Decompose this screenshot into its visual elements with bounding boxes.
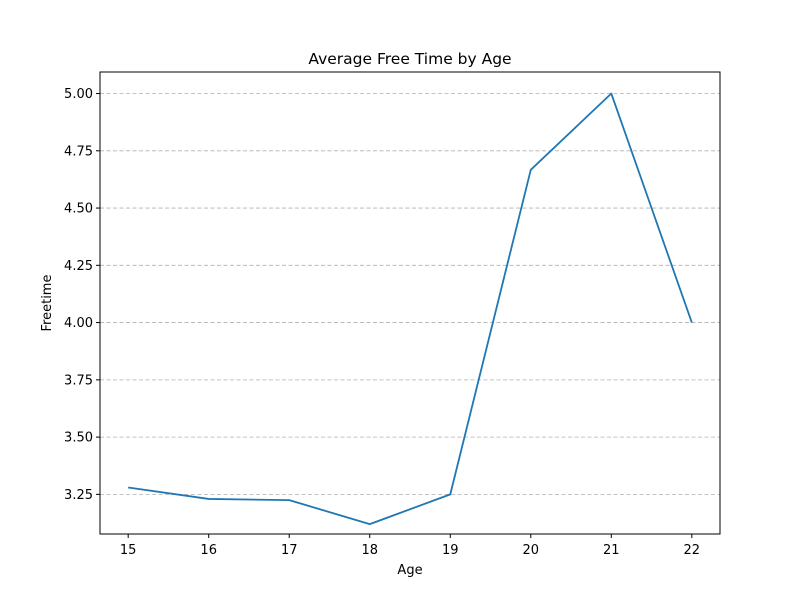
plot-area-frame	[99, 71, 721, 535]
x-tick-label: 21	[603, 543, 620, 558]
y-tick-label: 3.50	[64, 431, 93, 446]
x-tick-label: 20	[523, 543, 540, 558]
x-tick-label: 18	[361, 543, 378, 558]
x-tick-label: 22	[684, 543, 701, 558]
series-layer	[128, 92, 693, 526]
y-axis-label: Freetime	[40, 275, 55, 332]
grid-lines	[100, 93, 720, 495]
x-tick-label: 16	[200, 543, 217, 558]
y-tick-label: 3.25	[64, 488, 93, 503]
series-line	[128, 92, 693, 526]
y-tick-label: 4.50	[64, 202, 93, 217]
x-tick-label: 19	[442, 543, 459, 558]
y-tick-label: 4.00	[64, 316, 93, 331]
y-axis-ticks: 3.25 3.50 3.75 4.00 4.25 4.50 4.75 5.00	[64, 87, 100, 503]
x-axis-ticks: 15 16 17 18 19 20 21 22	[120, 534, 700, 558]
x-axis-label: Age	[397, 563, 422, 578]
y-tick-label: 5.00	[64, 87, 93, 102]
chart-title: Average Free Time by Age	[308, 50, 511, 68]
y-tick-label: 4.25	[64, 259, 93, 274]
x-tick-label: 15	[120, 543, 137, 558]
y-tick-label: 4.75	[64, 144, 93, 159]
x-tick-label: 17	[281, 543, 298, 558]
y-tick-label: 3.75	[64, 373, 93, 388]
